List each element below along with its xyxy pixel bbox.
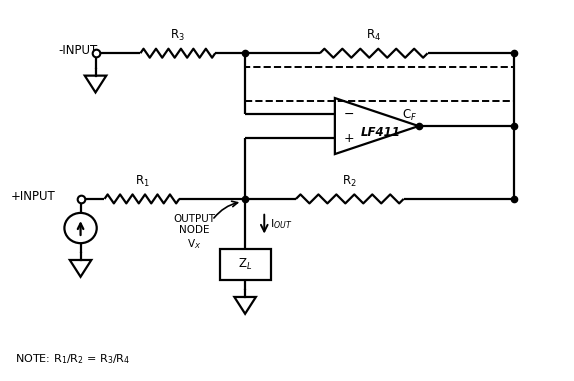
Text: NOTE: R$_1$/R$_2$ = R$_3$/R$_4$: NOTE: R$_1$/R$_2$ = R$_3$/R$_4$: [15, 352, 130, 365]
Bar: [220, 249, 270, 280]
Bar: [245, 67, 514, 101]
Text: OUTPUT
NODE
V$_X$: OUTPUT NODE V$_X$: [173, 214, 215, 251]
Text: LF411: LF411: [361, 126, 401, 139]
Text: -INPUT: -INPUT: [59, 44, 98, 57]
Text: R$_4$: R$_4$: [366, 28, 381, 43]
Text: R$_2$: R$_2$: [343, 174, 357, 189]
Text: $+$: $+$: [343, 132, 354, 145]
Text: R$_3$: R$_3$: [170, 28, 185, 43]
Text: $-$: $-$: [343, 107, 354, 120]
Text: C$_F$: C$_F$: [402, 107, 417, 123]
Text: R$_1$: R$_1$: [134, 174, 149, 189]
Text: +INPUT: +INPUT: [10, 190, 55, 203]
Text: I$_{OUT}$: I$_{OUT}$: [270, 217, 293, 231]
Text: Z$_L$: Z$_L$: [238, 257, 252, 272]
